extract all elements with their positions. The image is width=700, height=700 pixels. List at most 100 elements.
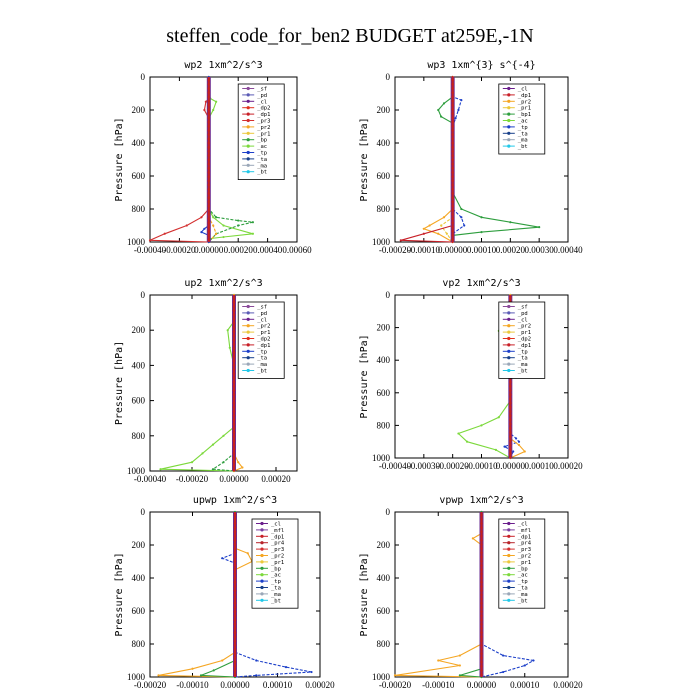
legend-marker [246, 157, 250, 161]
panel-title: wp3 1xm^{3} s^{-4} [427, 60, 535, 71]
point-bp1 [509, 221, 512, 224]
zero-profile-marker [451, 213, 454, 216]
legend-label: _dp1 [257, 112, 270, 118]
zero-profile-marker [233, 517, 237, 521]
zero-profile-marker [233, 534, 237, 538]
panels: wp2 1xm^2/s^3 Pressure [hPa] 0 200 400 600 800… [114, 60, 583, 690]
zero-profile-marker [480, 538, 483, 542]
series-pr3 [149, 77, 210, 243]
panel-title: upwp 1xm^2/s^3 [193, 495, 277, 506]
zero-profile-marker [451, 183, 454, 187]
zero-profile-marker [480, 618, 483, 622]
legend-label: _pr1 [518, 560, 531, 566]
series-bp1 [437, 77, 540, 242]
x-tick-label: -0.00030 [408, 461, 441, 471]
legend-label: _ma [257, 163, 267, 169]
point-dp1 [222, 434, 225, 437]
legend-label: _ta [257, 356, 267, 362]
zero-profile-marker [509, 452, 512, 455]
legend-label: _bp1 [518, 112, 531, 118]
legend-marker [260, 598, 264, 602]
x-tick-label: 0.00020 [496, 245, 526, 255]
zero-profile-marker [207, 229, 211, 233]
legend-marker [246, 99, 250, 103]
legend-marker [260, 573, 264, 577]
legend-marker [246, 112, 250, 116]
legend-marker [507, 125, 511, 129]
legend-label: _pr3 [257, 119, 270, 125]
zero-profile-marker [233, 601, 237, 605]
legend-label: _tp [518, 579, 528, 585]
zero-profile-marker [480, 580, 483, 584]
zero-profile-marker [233, 631, 237, 634]
y-axis-label: Pressure [hPa] [359, 552, 370, 636]
point-pr2 [241, 466, 244, 469]
zero-profile-marker [451, 154, 454, 157]
x-tick-label: 0.00020 [224, 245, 254, 255]
point-ac [222, 224, 225, 227]
zero-profile-marker [451, 162, 454, 166]
y-tick-label: 1000 [372, 672, 391, 682]
zero-profile-marker [207, 238, 211, 241]
legend-label: _tp [257, 349, 267, 355]
zero-profile-marker [480, 639, 483, 643]
zero-profile-marker [451, 208, 454, 212]
point-dp1 [211, 443, 215, 446]
point-pr2 [428, 224, 431, 227]
legend-box [498, 301, 546, 379]
point-ac [222, 235, 225, 239]
legend-label: _pd [257, 311, 267, 317]
y-tick-label: 400 [132, 360, 146, 370]
x-tick-label: 0.00010 [263, 680, 293, 690]
point-bp [237, 219, 240, 222]
legend-marker [246, 144, 250, 148]
zero-profile-marker [509, 397, 512, 401]
x-tick-label: 0.00000 [438, 245, 468, 255]
zero-profile-marker [232, 431, 236, 434]
legend-marker [507, 131, 511, 135]
zero-profile-marker [207, 108, 211, 111]
point-pr2 [437, 232, 440, 235]
zero-profile-marker [480, 648, 483, 651]
legend-label: _ac [518, 119, 528, 125]
point-dp1 [159, 468, 162, 471]
zero-profile-marker [232, 397, 236, 401]
y-tick-label: 200 [132, 105, 146, 115]
x-tick-label: -0.00020 [379, 680, 412, 690]
legend-box [251, 518, 299, 609]
zero-profile-marker [480, 576, 483, 580]
legend-marker [507, 343, 511, 347]
zero-profile-marker [232, 393, 236, 396]
zero-profile-marker [451, 229, 454, 233]
x-tick-label: 0.00000 [496, 461, 526, 471]
zero-profile-marker [480, 589, 483, 592]
x-tick-label: -0.00040 [134, 474, 167, 484]
series-pr2 [158, 512, 253, 678]
legend-marker [260, 541, 264, 545]
legend-marker [246, 356, 250, 360]
legend-marker [507, 93, 511, 97]
legend-label: _pr2 [271, 554, 284, 560]
y-tick-label: 0 [386, 290, 391, 300]
zero-profile-marker [207, 124, 211, 128]
zero-profile-marker [480, 597, 483, 601]
zero-profile-marker [480, 551, 483, 555]
zero-profile-marker [233, 572, 237, 576]
zero-profile-marker [207, 112, 211, 115]
point-bp1 [460, 207, 463, 211]
zero-profile-marker [480, 669, 483, 672]
point-tp [463, 224, 466, 227]
series-tp [220, 512, 312, 678]
x-tick-label: -0.00040 [379, 461, 412, 471]
point-dp1 [422, 232, 425, 235]
y-tick-label: 800 [132, 204, 146, 214]
zero-profile-marker [207, 78, 211, 82]
point-bp [212, 669, 215, 672]
legend-label: _ta [518, 356, 528, 362]
x-tick-label: 0.00040 [553, 245, 583, 255]
zero-profile-marker [232, 422, 236, 426]
x-tick-label: -0.00020 [134, 680, 167, 690]
legend-label: _ta [518, 586, 528, 592]
zero-profile-marker [451, 175, 454, 178]
